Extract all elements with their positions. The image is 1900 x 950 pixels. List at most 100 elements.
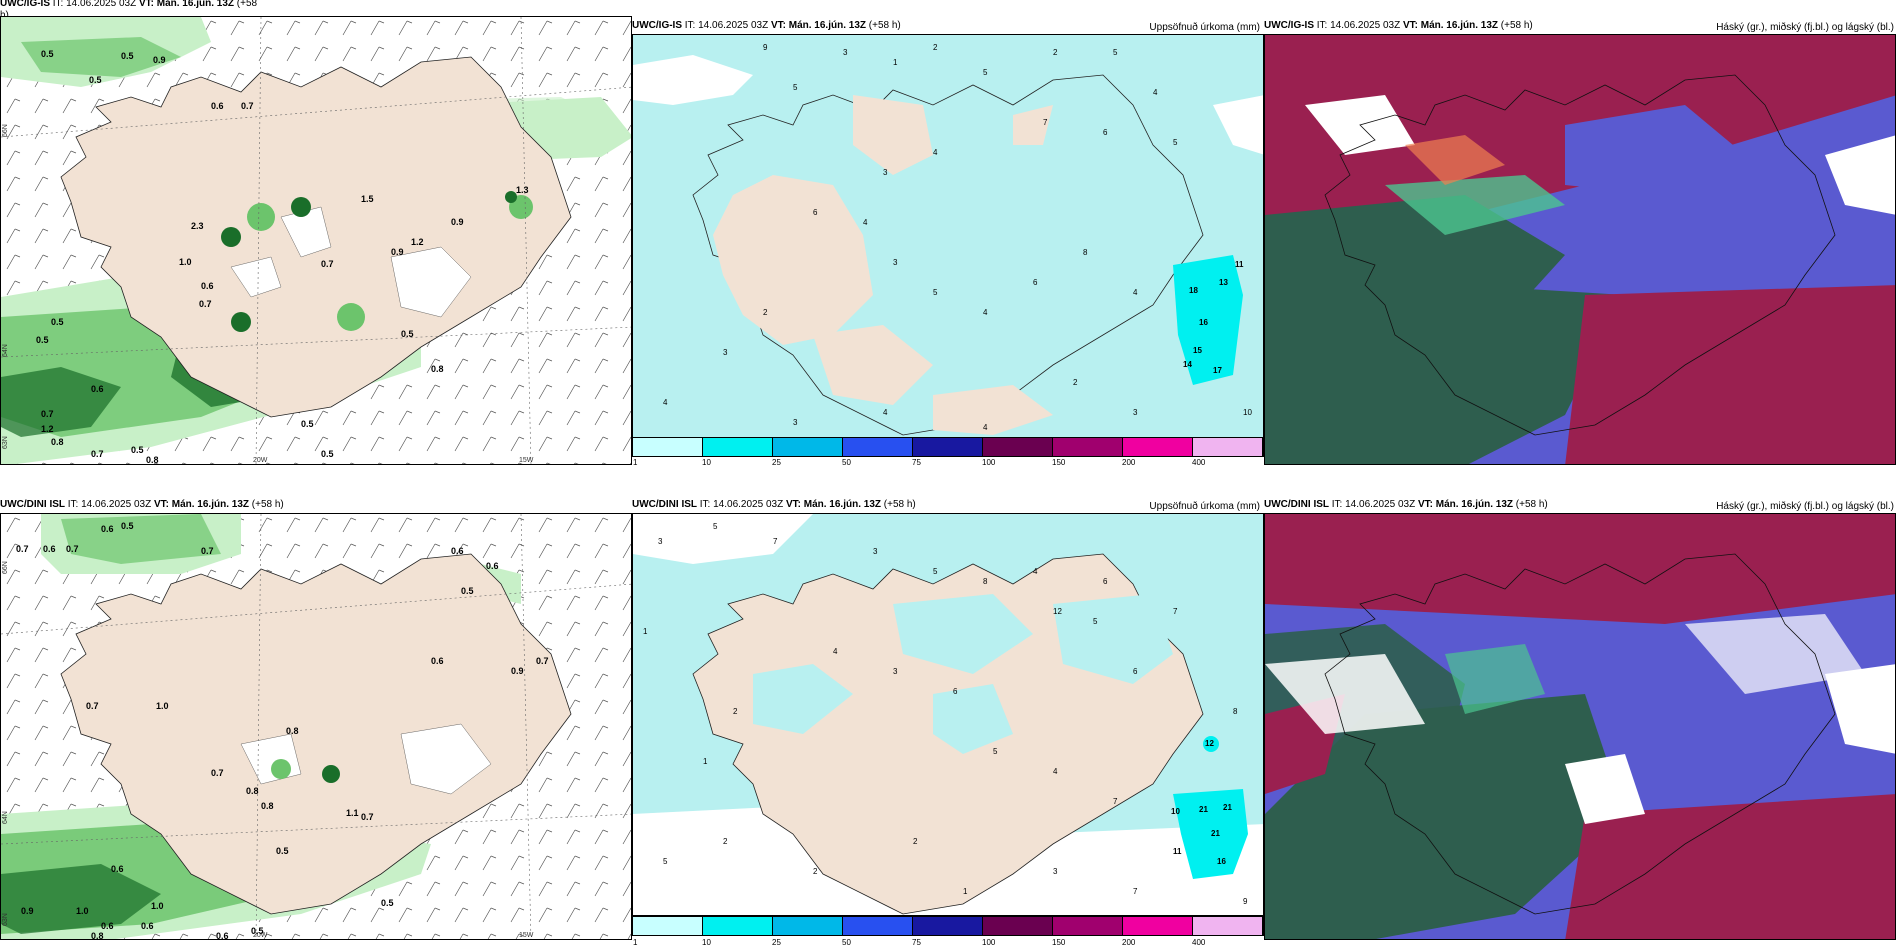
colorbar <box>632 916 1264 936</box>
svg-text:11: 11 <box>1235 260 1244 269</box>
cloud-cover-map <box>1265 35 1895 464</box>
svg-text:3: 3 <box>893 667 898 676</box>
map-area <box>1264 34 1896 465</box>
iceland-outline <box>1324 553 1836 915</box>
svg-text:15: 15 <box>1193 346 1202 355</box>
svg-text:2: 2 <box>913 837 918 846</box>
lon-label-15w: 15W <box>519 932 534 939</box>
svg-text:3: 3 <box>883 168 888 177</box>
cloud-cover-map <box>1265 514 1895 939</box>
svg-text:0.6: 0.6 <box>101 921 114 931</box>
iceland-landmass <box>60 553 572 915</box>
init-time: IT: 14.06.2025 03Z <box>67 499 152 510</box>
svg-text:0.6: 0.6 <box>211 101 224 111</box>
map-area <box>1264 513 1896 940</box>
svg-text:3: 3 <box>793 418 798 427</box>
svg-text:1.1: 1.1 <box>346 808 359 818</box>
svg-text:14: 14 <box>1183 360 1192 369</box>
svg-text:3: 3 <box>1133 408 1138 417</box>
svg-text:0.6: 0.6 <box>431 656 444 666</box>
svg-text:8: 8 <box>1233 707 1238 716</box>
svg-text:2: 2 <box>733 707 738 716</box>
svg-text:0.5: 0.5 <box>461 586 474 596</box>
svg-text:0.8: 0.8 <box>261 801 274 811</box>
svg-text:8: 8 <box>1083 248 1088 257</box>
valid-time: VT: Mán. 16.jún. 13Z <box>1417 499 1513 510</box>
svg-text:0.9: 0.9 <box>511 666 524 676</box>
svg-text:0.7: 0.7 <box>321 259 334 269</box>
svg-text:17: 17 <box>1213 366 1222 375</box>
svg-text:8: 8 <box>983 577 988 586</box>
svg-text:0.7: 0.7 <box>361 812 374 822</box>
svg-text:1: 1 <box>963 887 968 896</box>
svg-text:0.5: 0.5 <box>121 521 134 531</box>
init-time: IT: 14.06.2025 03Z <box>699 499 784 510</box>
lat-label-64: 64N <box>2 811 9 824</box>
svg-text:1.0: 1.0 <box>179 257 192 267</box>
svg-text:0.5: 0.5 <box>381 898 394 908</box>
panel-header: UWC/IG-IS IT: 14.06.2025 03Z VT: Mán. 16… <box>632 20 1264 36</box>
svg-text:10: 10 <box>1171 807 1180 816</box>
svg-text:0.5: 0.5 <box>251 926 264 936</box>
svg-text:16: 16 <box>1199 318 1208 327</box>
svg-text:4: 4 <box>983 423 988 432</box>
svg-text:7: 7 <box>1113 797 1118 806</box>
lon-label-15w: 15W <box>519 457 534 464</box>
lon-label-20w: 20W <box>253 932 268 939</box>
svg-text:0.6: 0.6 <box>91 384 104 394</box>
model-name: UWC/IG-IS <box>1264 20 1314 31</box>
svg-text:0.9: 0.9 <box>21 906 34 916</box>
map-area: 0.7 0.6 0.7 0.6 0.5 0.7 0.6 0.5 0.6 0.6 0.9 0.7 … <box>0 513 632 940</box>
model-name: UWC/DINI ISL <box>632 499 697 510</box>
svg-text:4: 4 <box>863 218 868 227</box>
lead-time: (+58 h) <box>1515 499 1548 510</box>
svg-text:11: 11 <box>1173 847 1182 856</box>
init-time: IT: 14.06.2025 03Z <box>52 0 137 9</box>
model-name: UWC/DINI ISL <box>1264 499 1329 510</box>
panel-header: UWC/DINI ISL IT: 14.06.2025 03Z VT: Mán.… <box>0 499 632 515</box>
map-area: 0.5 0.5 0.9 0.5 0.6 0.7 2.3 1.0 0.6 0.7 0.5 0.… <box>0 16 632 465</box>
lat-label-63: 63N <box>2 913 9 926</box>
lead-time: (+58 h) <box>883 499 916 510</box>
panel-accumulated-precip-dini: UWC/DINI ISL IT: 14.06.2025 03Z VT: Mán.… <box>632 495 1264 950</box>
svg-text:5: 5 <box>933 288 938 297</box>
svg-text:0.8: 0.8 <box>51 437 64 447</box>
svg-text:0.5: 0.5 <box>301 419 314 429</box>
svg-text:0.9: 0.9 <box>391 247 404 257</box>
init-time: IT: 14.06.2025 03Z <box>1331 499 1416 510</box>
panel-header: UWC/DINI ISL IT: 14.06.2025 03Z VT: Mán.… <box>1264 499 1900 515</box>
svg-text:1.2: 1.2 <box>41 424 54 434</box>
svg-text:0.7: 0.7 <box>241 101 254 111</box>
panel-header: UWC/IG-IS IT: 14.06.2025 03Z VT: Mán. 16… <box>0 0 632 21</box>
svg-text:0.7: 0.7 <box>211 768 224 778</box>
lead-time-suffix: h) <box>0 10 9 21</box>
svg-text:0.6: 0.6 <box>201 281 214 291</box>
iceland-outline <box>1324 74 1836 436</box>
svg-text:2: 2 <box>1053 48 1058 57</box>
svg-text:4: 4 <box>883 408 888 417</box>
svg-text:2: 2 <box>933 43 938 52</box>
panel-title-right: Uppsöfnuð úrkoma (mm) <box>1149 22 1260 33</box>
svg-text:4: 4 <box>983 308 988 317</box>
accumulated-precip-map: 953 125 2 54 765 436 435 468 423 434 423 … <box>633 35 1263 438</box>
panel-title-right: Uppsöfnuð úrkoma (mm) <box>1149 501 1260 512</box>
svg-text:1: 1 <box>893 58 898 67</box>
panel-precip-wind-dini: UWC/DINI ISL IT: 14.06.2025 03Z VT: Mán.… <box>0 495 632 950</box>
svg-text:6: 6 <box>1103 128 1108 137</box>
svg-text:5: 5 <box>713 522 718 531</box>
svg-text:5: 5 <box>933 567 938 576</box>
lat-label-64: 64N <box>2 344 9 357</box>
svg-text:0.6: 0.6 <box>141 921 154 931</box>
panel-header: UWC/DINI ISL IT: 14.06.2025 03Z VT: Mán.… <box>632 499 1264 515</box>
valid-time: VT: Mán. 16.jún. 13Z <box>770 20 866 31</box>
svg-text:0.6: 0.6 <box>43 544 56 554</box>
svg-text:1.0: 1.0 <box>156 701 169 711</box>
svg-text:6: 6 <box>813 208 818 217</box>
svg-text:7: 7 <box>1173 607 1178 616</box>
svg-text:6: 6 <box>1103 577 1108 586</box>
svg-text:0.6: 0.6 <box>216 931 229 940</box>
svg-text:13: 13 <box>1219 278 1228 287</box>
svg-text:2: 2 <box>813 867 818 876</box>
